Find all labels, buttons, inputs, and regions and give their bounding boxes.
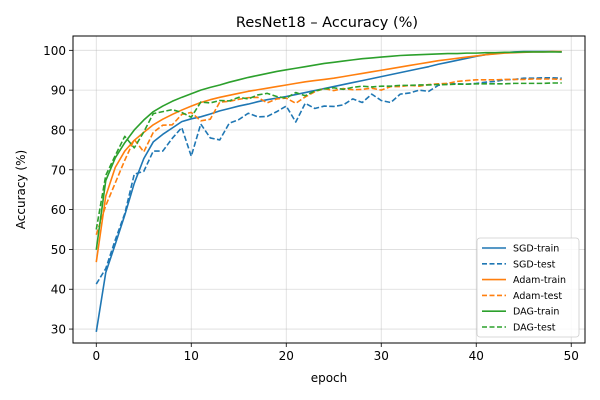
y-axis-label: Accuracy (%) bbox=[14, 150, 28, 229]
y-tick-label: 90 bbox=[51, 84, 66, 98]
x-tick-label: 30 bbox=[374, 349, 389, 363]
series-line-adam-train bbox=[95, 50, 562, 263]
series-line-dag-test bbox=[95, 82, 562, 230]
x-tick-label: 10 bbox=[184, 349, 199, 363]
series-line-dag-train bbox=[95, 51, 562, 250]
legend-label: SGD-test bbox=[513, 259, 556, 270]
legend-label: DAG-train bbox=[513, 307, 559, 318]
legend-label: Adam-train bbox=[513, 275, 566, 286]
series-lines bbox=[95, 50, 562, 332]
y-tick-label: 40 bbox=[51, 283, 66, 297]
legend-box bbox=[476, 237, 580, 338]
legend-label: Adam-test bbox=[513, 291, 562, 302]
series-line-sgd-test bbox=[95, 77, 562, 285]
plot-frame bbox=[72, 35, 586, 344]
x-axis-label: epoch bbox=[311, 371, 348, 385]
x-tick-label: 40 bbox=[469, 349, 484, 363]
legend: SGD-train SGD-test Adam-train Adam-test DAG-… bbox=[476, 237, 580, 338]
x-tick-label: 0 bbox=[92, 349, 100, 363]
y-tick-label: 60 bbox=[51, 203, 66, 217]
y-tick-label: 80 bbox=[51, 123, 66, 137]
axis-ticks: 0 10 20 30 40 50 30 40 50 60 70 80 90 100 bbox=[43, 44, 579, 363]
y-tick-label: 30 bbox=[51, 323, 66, 337]
y-tick-label: 50 bbox=[51, 243, 66, 257]
x-tick-label: 50 bbox=[564, 349, 579, 363]
legend-label: DAG-test bbox=[513, 323, 556, 334]
y-tick-label: 70 bbox=[51, 163, 66, 177]
x-tick-label: 20 bbox=[279, 349, 294, 363]
series-line-adam-test bbox=[95, 78, 562, 235]
legend-label: SGD-train bbox=[513, 244, 559, 255]
chart-title: ResNet18 – Accuracy (%) bbox=[236, 15, 418, 31]
y-tick-label: 100 bbox=[43, 44, 66, 58]
